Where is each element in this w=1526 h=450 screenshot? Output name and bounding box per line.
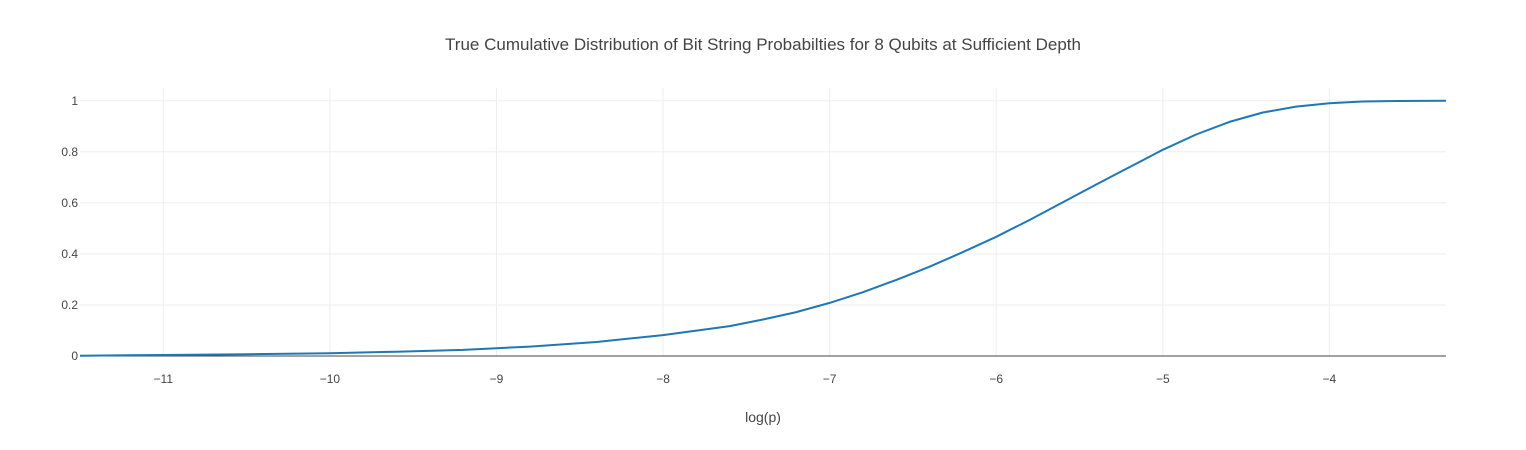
x-tick-label: −7 (823, 372, 837, 386)
series-layer (79, 99, 1447, 357)
chart-title: True Cumulative Distribution of Bit Stri… (445, 35, 1081, 54)
y-tick-label: 1 (71, 94, 78, 108)
y-axis-ticks: 0 0.2 0.4 0.6 0.8 1 (61, 94, 78, 363)
cdf-series-line (79, 99, 1447, 357)
x-tick-label: −11 (154, 372, 174, 386)
x-tick-label: −5 (1156, 372, 1170, 386)
y-tick-label: 0.4 (61, 247, 78, 261)
x-tick-label: −8 (656, 372, 670, 386)
y-tick-label: 0.2 (61, 298, 78, 312)
x-tick-label: −4 (1323, 372, 1337, 386)
x-tick-label: −10 (320, 372, 341, 386)
x-tick-label: −9 (490, 372, 504, 386)
y-tick-label: 0.6 (61, 196, 78, 210)
x-axis-title: log(p) (745, 409, 781, 425)
x-axis-ticks: −11 −10 −9 −8 −7 −6 −5 −4 (154, 372, 1337, 386)
grid-layer (80, 88, 1446, 356)
y-tick-label: 0.8 (61, 145, 78, 159)
y-tick-label: 0 (71, 349, 78, 363)
x-tick-label: −6 (989, 372, 1003, 386)
